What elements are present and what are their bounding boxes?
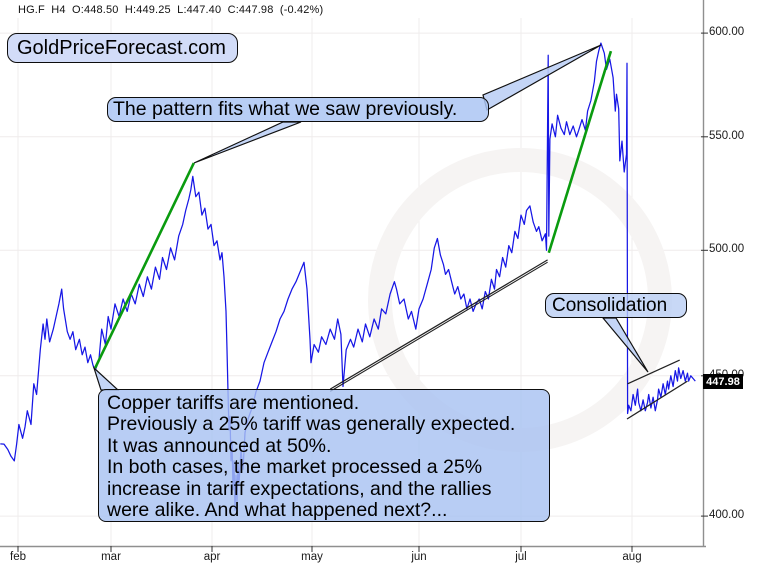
consolidation-callout[interactable]: Consolidation: [545, 293, 687, 318]
watermark-box[interactable]: GoldPriceForecast.com: [7, 33, 238, 63]
x-axis-label: feb: [10, 551, 26, 563]
callout-pointer: [92, 366, 120, 391]
last-price-badge: 447.98: [703, 374, 743, 389]
x-axis-label: apr: [203, 551, 221, 563]
callout-pointer: [601, 317, 649, 373]
tariff-note-callout[interactable]: Copper tariffs are mentioned. Previously…: [98, 389, 550, 522]
y-axis-label: 400.00: [709, 509, 745, 521]
tariff-note-line: increase in tariff expectations, and the…: [107, 477, 492, 500]
y-axis-label: 500.00: [709, 243, 745, 255]
callout-pointer: [193, 121, 302, 164]
tariff-note-line: In both cases, the market processed a 25…: [107, 456, 483, 479]
x-axis-label: jun: [411, 551, 427, 563]
x-axis-label: jul: [515, 551, 527, 563]
y-axis-label: 550.00: [709, 130, 745, 142]
watermark-label: GoldPriceForecast.com: [17, 36, 226, 59]
y-axis-label: 600.00: [709, 26, 745, 38]
x-axis-label: aug: [622, 551, 642, 563]
callout-pointer: [482, 44, 602, 111]
consolidation-callout-text: Consolidation: [552, 294, 668, 316]
tariff-note-line: Previously a 25% tariff was generally ex…: [107, 413, 516, 436]
tariff-note-line: were alike. And what happened next?...: [107, 499, 448, 522]
x-axis-label: mar: [101, 551, 121, 563]
tariff-note-line: It was announced at 50%.: [107, 434, 332, 457]
pattern-callout-text: The pattern fits what we saw previously.: [113, 98, 458, 120]
x-axis-label: may: [301, 551, 323, 563]
pattern-callout[interactable]: The pattern fits what we saw previously.: [107, 97, 489, 122]
last-price-value: 447.98: [706, 375, 740, 388]
ohlc-readout: HG.F H4 O:448.50 H:449.25 L:447.40 C:447…: [18, 4, 324, 16]
tariff-note-line: Copper tariffs are mentioned.: [107, 392, 360, 414]
